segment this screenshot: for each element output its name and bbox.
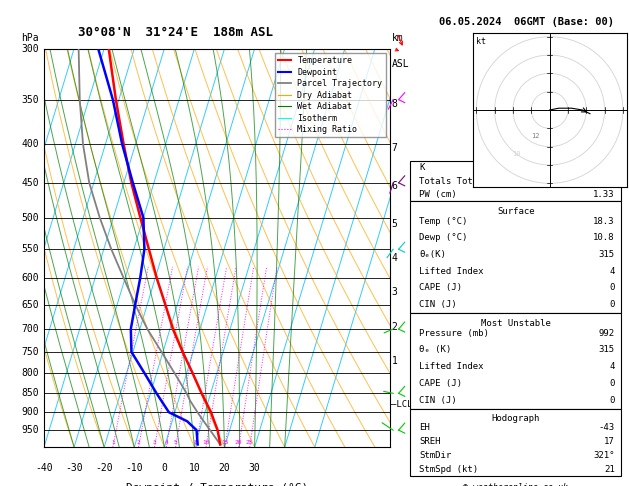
Text: Most Unstable: Most Unstable — [481, 319, 551, 328]
Text: -4: -4 — [604, 163, 615, 173]
Text: Mixing Ratio (g/kg): Mixing Ratio (g/kg) — [420, 200, 429, 295]
Text: 10: 10 — [513, 151, 521, 157]
Text: 06.05.2024  06GMT (Base: 00): 06.05.2024 06GMT (Base: 00) — [439, 17, 615, 27]
Text: 21: 21 — [604, 465, 615, 474]
Text: kt: kt — [476, 37, 486, 46]
Text: Pressure (mb): Pressure (mb) — [419, 329, 489, 338]
Text: 8: 8 — [392, 99, 398, 109]
Text: 0: 0 — [610, 396, 615, 405]
Text: 800: 800 — [21, 368, 39, 378]
Text: 400: 400 — [21, 139, 39, 149]
Text: 30°08'N  31°24'E  188m ASL: 30°08'N 31°24'E 188m ASL — [78, 26, 273, 39]
Text: 7: 7 — [392, 143, 398, 153]
Text: © weatheronline.co.uk: © weatheronline.co.uk — [464, 483, 568, 486]
Text: -43: -43 — [599, 423, 615, 432]
Text: 1: 1 — [111, 440, 114, 445]
Text: 0: 0 — [610, 379, 615, 388]
FancyBboxPatch shape — [410, 313, 621, 409]
Text: 700: 700 — [21, 324, 39, 334]
Text: 500: 500 — [21, 213, 39, 223]
FancyBboxPatch shape — [410, 161, 621, 201]
Text: PW (cm): PW (cm) — [419, 190, 457, 199]
Text: 10: 10 — [203, 440, 210, 445]
Text: 3: 3 — [153, 440, 157, 445]
Text: Dewpoint / Temperature (°C): Dewpoint / Temperature (°C) — [126, 483, 308, 486]
FancyBboxPatch shape — [410, 201, 621, 313]
Text: 321°: 321° — [593, 451, 615, 460]
Text: Hodograph: Hodograph — [492, 414, 540, 423]
Text: CIN (J): CIN (J) — [419, 396, 457, 405]
Text: 17: 17 — [604, 437, 615, 446]
Text: 5: 5 — [392, 219, 398, 229]
Text: 950: 950 — [21, 425, 39, 435]
Text: km: km — [392, 33, 403, 43]
Text: 1: 1 — [392, 356, 398, 365]
Text: Totals Totals: Totals Totals — [419, 177, 489, 186]
Text: θₑ(K): θₑ(K) — [419, 250, 446, 259]
Text: 450: 450 — [21, 178, 39, 188]
Text: 18.3: 18.3 — [593, 217, 615, 226]
Text: 315: 315 — [599, 346, 615, 354]
Text: EH: EH — [419, 423, 430, 432]
Text: CAPE (J): CAPE (J) — [419, 283, 462, 293]
Text: 33: 33 — [604, 177, 615, 186]
Text: hPa: hPa — [21, 33, 39, 43]
Text: 6: 6 — [392, 181, 398, 191]
Text: 550: 550 — [21, 244, 39, 254]
Text: 25: 25 — [246, 440, 253, 445]
Text: 4: 4 — [610, 362, 615, 371]
Text: Temp (°C): Temp (°C) — [419, 217, 467, 226]
Text: 15: 15 — [221, 440, 229, 445]
Text: ASL: ASL — [392, 59, 409, 69]
Text: 12: 12 — [531, 133, 539, 139]
Text: 4: 4 — [164, 440, 168, 445]
Text: 650: 650 — [21, 299, 39, 310]
Text: —LCL: —LCL — [391, 400, 412, 409]
Text: StmDir: StmDir — [419, 451, 451, 460]
Text: Dewp (°C): Dewp (°C) — [419, 233, 467, 242]
Text: 300: 300 — [21, 44, 39, 53]
Legend: Temperature, Dewpoint, Parcel Trajectory, Dry Adiabat, Wet Adiabat, Isotherm, Mi: Temperature, Dewpoint, Parcel Trajectory… — [275, 53, 386, 138]
Text: 2: 2 — [392, 322, 398, 331]
Text: θₑ (K): θₑ (K) — [419, 346, 451, 354]
Text: 0: 0 — [162, 463, 167, 473]
Text: K: K — [419, 163, 425, 173]
Text: StmSpd (kt): StmSpd (kt) — [419, 465, 478, 474]
Text: 992: 992 — [599, 329, 615, 338]
Text: -20: -20 — [96, 463, 113, 473]
Text: 1.33: 1.33 — [593, 190, 615, 199]
Text: 20: 20 — [235, 440, 243, 445]
Text: 5: 5 — [174, 440, 177, 445]
Text: -30: -30 — [65, 463, 83, 473]
Text: 4: 4 — [610, 267, 615, 276]
Text: Lifted Index: Lifted Index — [419, 362, 484, 371]
Text: 750: 750 — [21, 347, 39, 357]
Text: 8: 8 — [194, 440, 198, 445]
Text: Lifted Index: Lifted Index — [419, 267, 484, 276]
Text: 4: 4 — [392, 253, 398, 263]
Text: 600: 600 — [21, 273, 39, 283]
FancyBboxPatch shape — [410, 409, 621, 476]
Text: 30: 30 — [248, 463, 260, 473]
Text: CAPE (J): CAPE (J) — [419, 379, 462, 388]
Text: 0: 0 — [610, 283, 615, 293]
Text: SREH: SREH — [419, 437, 440, 446]
Text: 0: 0 — [610, 300, 615, 309]
Text: 2: 2 — [136, 440, 140, 445]
Text: 315: 315 — [599, 250, 615, 259]
Text: 3: 3 — [392, 287, 398, 296]
Text: -40: -40 — [35, 463, 53, 473]
Text: 10.8: 10.8 — [593, 233, 615, 242]
Text: 850: 850 — [21, 388, 39, 399]
Text: 10: 10 — [189, 463, 200, 473]
Text: CIN (J): CIN (J) — [419, 300, 457, 309]
Text: -10: -10 — [125, 463, 143, 473]
Text: 350: 350 — [21, 95, 39, 104]
Text: 20: 20 — [219, 463, 230, 473]
Text: 900: 900 — [21, 407, 39, 417]
Text: Surface: Surface — [497, 207, 535, 216]
